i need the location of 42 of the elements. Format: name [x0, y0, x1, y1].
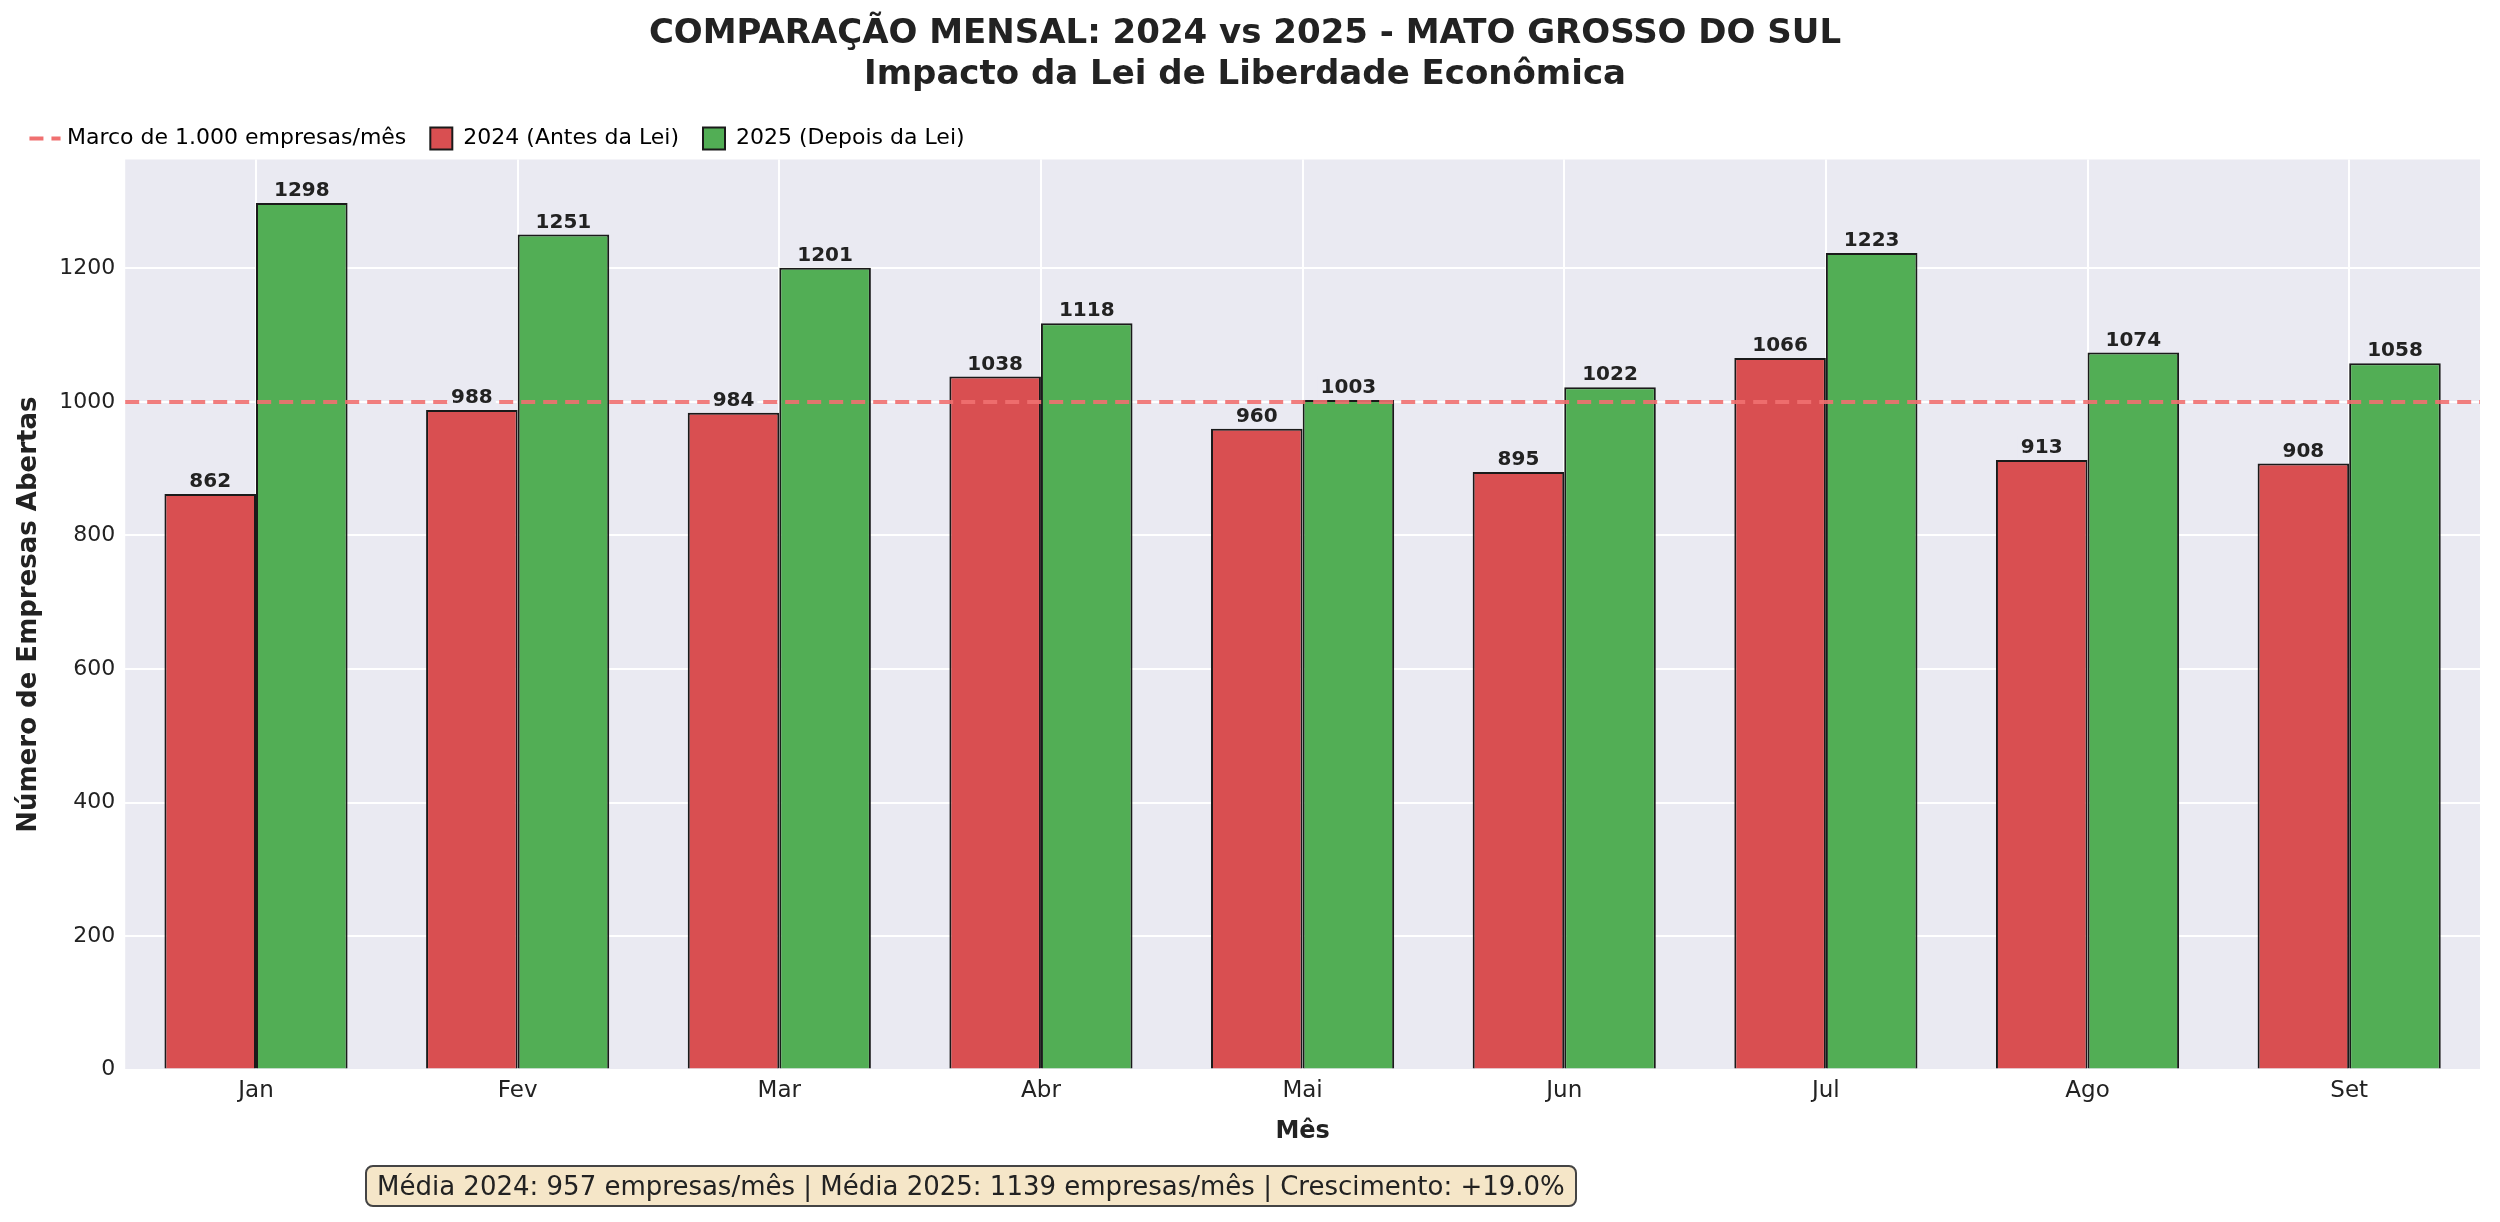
y-tick-label: 400	[73, 788, 116, 814]
y-tick-label: 0	[101, 1055, 116, 1081]
y-tick-label: 1000	[59, 387, 116, 413]
data-label: 1003	[1320, 374, 1377, 399]
chart-subtitle: Impacto da Lei de Liberdade Econômica	[863, 52, 1627, 93]
text: Média 2024: 957 empresas/mês | Média 2025: 1139 empresas/mês | Crescimento: +19.0%	[365, 1165, 1577, 1207]
x-tick-label: Mar	[757, 1076, 802, 1103]
y-tick-label: 200	[73, 921, 116, 947]
x-tick-label: Mai	[1282, 1076, 1323, 1103]
x-tick-label: Abr	[1021, 1076, 1062, 1103]
data-label: 1118	[1058, 297, 1115, 322]
y-tick-label: 800	[73, 521, 116, 547]
data-label: 1251	[535, 208, 592, 233]
legend-label: 2025 (Depois da Lei)	[736, 124, 965, 150]
legend-label: Marco de 1.000 empresas/mês	[67, 124, 407, 150]
data-label: 960	[1235, 402, 1278, 427]
legend-label: 2024 (Antes da Lei)	[463, 124, 680, 150]
data-label: 1066	[1752, 332, 1808, 357]
data-label: 1022	[1582, 361, 1638, 386]
x-tick-label: Fev	[497, 1076, 538, 1103]
x-tick-label: Ago	[2065, 1076, 2110, 1103]
data-label: 1223	[1843, 227, 1900, 252]
data-label: 1038	[967, 350, 1023, 375]
y-tick-label: 600	[73, 654, 116, 680]
data-label: 908	[2282, 437, 2325, 462]
x-tick-label: Jan	[236, 1076, 274, 1103]
y-tick-label: 1200	[59, 254, 116, 280]
data-label: 862	[189, 468, 232, 493]
chart-title: COMPARAÇÃO MENSAL: 2024 vs 2025 - MATO GROSSO DO SUL	[648, 11, 1842, 52]
data-label: 1298	[273, 177, 330, 202]
data-label: 1058	[2367, 337, 2423, 362]
x-axis-title: Mês	[1275, 1115, 1330, 1144]
x-tick-label: Jun	[1544, 1076, 1583, 1103]
data-label: 1201	[797, 241, 853, 266]
data-label: 988	[450, 384, 493, 409]
data-label: 913	[2020, 434, 2063, 459]
data-label: 984	[712, 386, 755, 411]
data-label: 1074	[2105, 326, 2162, 351]
x-tick-label: Jul	[1810, 1076, 1840, 1103]
y-axis-title: Número de Empresas Abertas	[12, 396, 43, 833]
data-label: 895	[1497, 446, 1540, 471]
x-tick-label: Set	[2330, 1076, 2369, 1103]
